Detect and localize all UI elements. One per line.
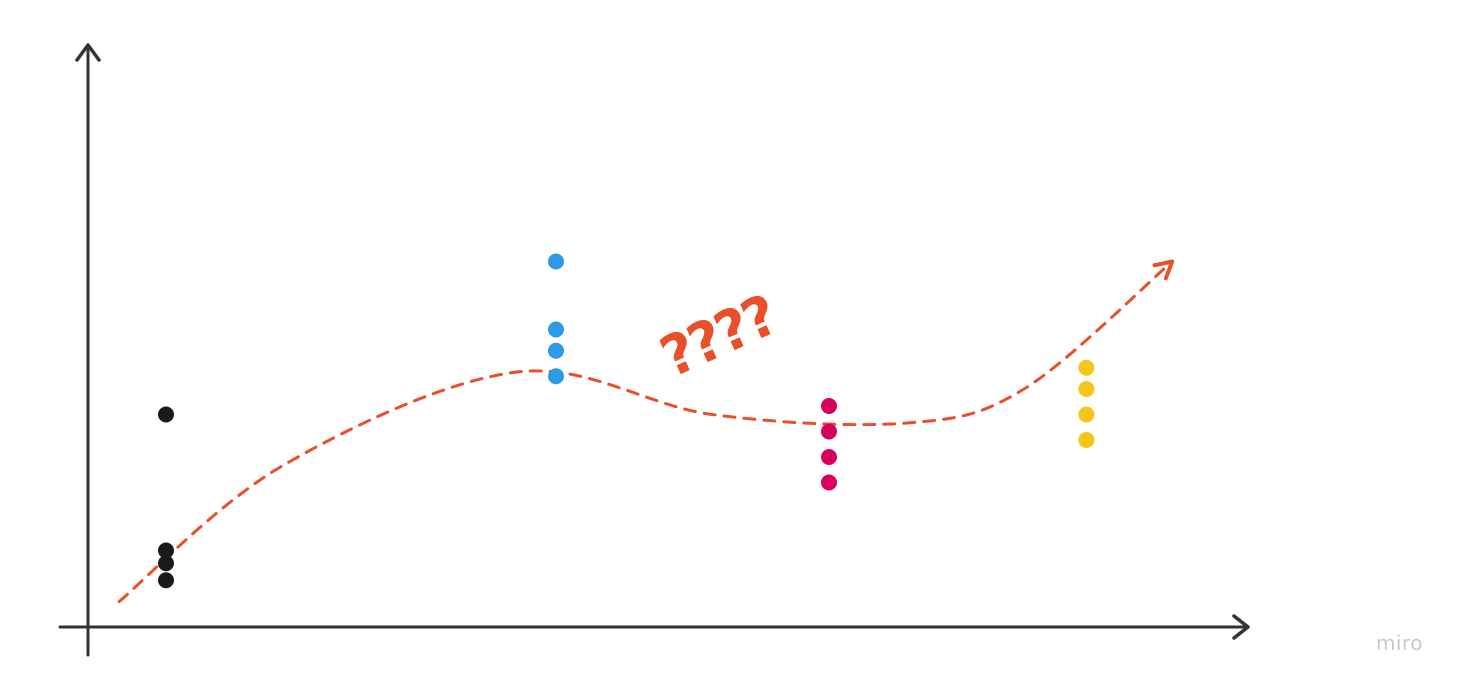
y-axis-arrow bbox=[75, 43, 101, 62]
point-series-0-2 bbox=[158, 555, 174, 572]
point-series-3-2 bbox=[1078, 406, 1095, 423]
trend-arrowhead bbox=[1152, 259, 1175, 281]
point-series-1-2 bbox=[548, 342, 564, 359]
point-series-1-0 bbox=[548, 253, 564, 270]
point-series-0-1 bbox=[158, 542, 174, 559]
x-axis-arrow bbox=[1232, 614, 1250, 640]
point-series-1-3 bbox=[548, 368, 564, 385]
point-series-3-0 bbox=[1078, 359, 1095, 376]
point-series-2-1 bbox=[821, 423, 837, 440]
point-series-2-0 bbox=[821, 398, 837, 414]
point-series-2-3 bbox=[821, 474, 837, 491]
point-series-3-1 bbox=[1078, 381, 1095, 397]
point-series-0-3 bbox=[158, 572, 174, 589]
point-series-3-3 bbox=[1078, 432, 1095, 448]
trend-curve bbox=[117, 260, 1174, 603]
point-series-0-0 bbox=[158, 406, 174, 423]
point-series-1-1 bbox=[548, 321, 564, 338]
annotation-question-marks: ???? bbox=[651, 283, 785, 390]
miro-watermark: miro bbox=[1375, 631, 1423, 655]
point-series-2-2 bbox=[821, 449, 837, 465]
